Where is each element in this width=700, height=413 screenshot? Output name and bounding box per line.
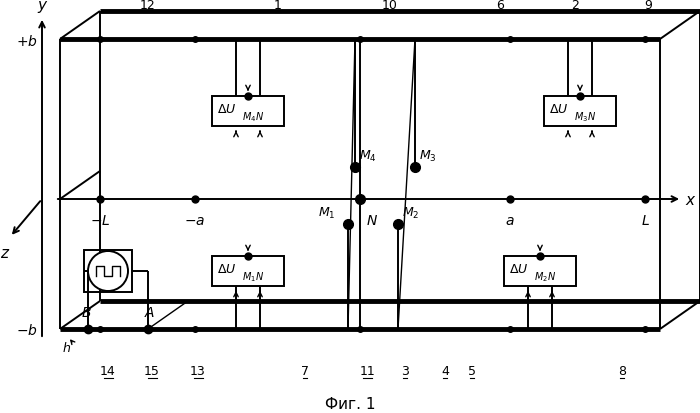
Text: $\Delta U$: $\Delta U$ [549, 103, 568, 116]
Text: $-a$: $-a$ [184, 214, 206, 228]
Text: 15: 15 [144, 364, 160, 377]
Text: $M_2$: $M_2$ [402, 205, 419, 221]
Text: 5: 5 [468, 364, 476, 377]
Bar [84, 250, 132, 292]
Bar [504, 256, 576, 286]
Text: $L$: $L$ [640, 214, 650, 228]
Text: 3: 3 [401, 364, 409, 377]
Text: 11: 11 [360, 364, 376, 377]
Text: 2: 2 [571, 0, 579, 12]
Text: 13: 13 [190, 364, 206, 377]
Bar [212, 97, 284, 127]
Text: 9: 9 [644, 0, 652, 12]
Text: 4: 4 [441, 364, 449, 377]
Text: $h$: $h$ [62, 340, 71, 354]
Text: $M_2N$: $M_2N$ [534, 269, 556, 283]
Bar [544, 97, 616, 127]
Text: $A$: $A$ [144, 305, 155, 319]
Text: $\Delta U$: $\Delta U$ [217, 103, 237, 116]
Text: $M_4N$: $M_4N$ [242, 110, 264, 123]
Text: $M_1N$: $M_1N$ [242, 269, 264, 283]
Text: $M_1$: $M_1$ [318, 205, 336, 221]
Text: y: y [38, 0, 46, 13]
Text: 6: 6 [496, 0, 504, 12]
Text: $-b$: $-b$ [16, 323, 38, 338]
Text: 14: 14 [100, 364, 116, 377]
Text: 7: 7 [301, 364, 309, 377]
Text: $a$: $a$ [505, 214, 514, 228]
Text: 8: 8 [618, 364, 626, 377]
Text: $N$: $N$ [366, 214, 378, 228]
Bar [212, 256, 284, 286]
Text: $\Delta U$: $\Delta U$ [217, 263, 237, 276]
Text: $M_3N$: $M_3N$ [574, 110, 596, 123]
Text: Фиг. 1: Фиг. 1 [325, 396, 375, 411]
Text: x: x [685, 193, 694, 208]
Text: $M_3$: $M_3$ [419, 149, 437, 164]
Text: $+b$: $+b$ [16, 33, 38, 48]
Text: 1: 1 [274, 0, 282, 12]
Text: 12: 12 [140, 0, 156, 12]
Text: $B$: $B$ [80, 305, 91, 319]
Text: $-L$: $-L$ [90, 214, 111, 228]
Text: $\Delta U$: $\Delta U$ [509, 263, 528, 276]
Text: z: z [0, 245, 8, 260]
Circle shape [88, 252, 128, 291]
Text: $M_4$: $M_4$ [359, 149, 377, 164]
Text: 10: 10 [382, 0, 398, 12]
